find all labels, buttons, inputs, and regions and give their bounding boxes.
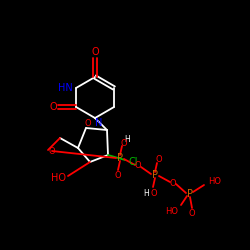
Text: O: O [135, 162, 141, 170]
Text: P: P [117, 153, 123, 163]
Text: O: O [170, 178, 176, 188]
Text: P: P [187, 189, 193, 199]
Text: Cl: Cl [128, 157, 138, 167]
Text: H: H [143, 188, 149, 198]
Text: O: O [115, 170, 121, 179]
Text: O: O [85, 120, 91, 128]
Text: N: N [95, 118, 103, 128]
Text: O: O [151, 188, 157, 198]
Text: HO: HO [166, 206, 178, 216]
Text: HO: HO [52, 173, 66, 183]
Text: O: O [49, 148, 55, 156]
Text: O: O [121, 138, 127, 147]
Text: O: O [49, 102, 57, 112]
Text: O: O [156, 156, 162, 164]
Text: H: H [124, 136, 130, 144]
Text: O: O [189, 210, 195, 218]
Text: HN: HN [58, 83, 72, 93]
Text: O: O [91, 47, 99, 57]
Text: HO: HO [208, 176, 222, 186]
Text: P: P [152, 170, 158, 180]
